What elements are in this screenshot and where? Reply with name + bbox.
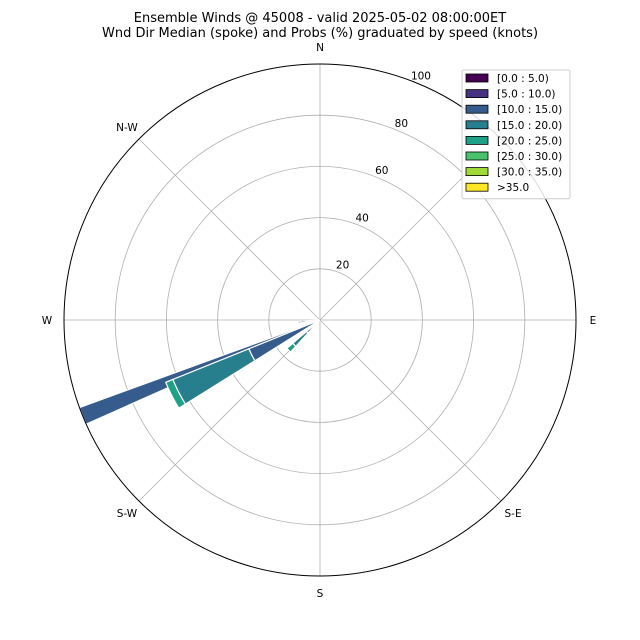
legend-swatch [465, 167, 489, 177]
radial-tick-labels: 20 40 60 80 100 [336, 70, 431, 271]
radial-tick-label: 40 [355, 212, 368, 224]
legend-label: [30.0 : 35.0) [497, 167, 562, 179]
legend-label: [25.0 : 30.0) [497, 151, 562, 163]
grid-spoke [138, 138, 321, 321]
polar-frame [63, 63, 577, 577]
direction-label-e: E [590, 315, 597, 327]
radial-tick-label: 20 [336, 260, 349, 272]
legend-label: [10.0 : 15.0) [497, 104, 562, 116]
legend-swatch [465, 135, 489, 145]
legend-label: [5.0 : 10.0) [497, 89, 555, 101]
direction-label-w: W [42, 315, 53, 327]
wind-bar-segment [297, 320, 302, 324]
legend-swatch [465, 120, 489, 130]
legend-swatch [465, 73, 489, 83]
legend-swatch [465, 151, 489, 161]
radial-tick-label: 60 [375, 165, 388, 177]
wind-bar-segment [164, 378, 187, 410]
direction-label-se: S-E [504, 508, 521, 520]
direction-label-nw: N-W [116, 122, 138, 134]
legend-label: [15.0 : 20.0) [497, 120, 562, 132]
wind-bar-segment [172, 347, 256, 405]
legend-label: >35.0 [497, 182, 529, 194]
chart-subtitle: Wnd Dir Median (spoke) and Probs (%) gra… [101, 26, 539, 41]
legend-label: [20.0 : 25.0) [497, 135, 562, 147]
legend: [0.0 : 5.0) [5.0 : 10.0) [10.0 : 15.0) [15.… [461, 69, 571, 200]
chart-title: Ensemble Winds @ 45008 - valid 2025-05-0… [133, 11, 507, 26]
polar-frame-circle [63, 63, 577, 577]
direction-label-sw: S-W [117, 508, 138, 520]
radial-tick-label: 100 [411, 70, 431, 82]
direction-labels: N E S-E S S-W W N-W [42, 42, 597, 600]
legend-box [461, 69, 571, 200]
wind-bar-segment [248, 319, 321, 362]
legend-swatch [465, 104, 489, 114]
radial-tick-label: 80 [395, 118, 408, 130]
grid-spoke [319, 319, 502, 502]
direction-label-s: S [317, 588, 324, 600]
wind-bar-segment [286, 342, 297, 353]
legend-swatch [465, 182, 489, 192]
legend-swatch [465, 89, 489, 98]
direction-label-n: N [316, 42, 324, 54]
legend-label: [0.0 : 5.0) [497, 73, 549, 85]
